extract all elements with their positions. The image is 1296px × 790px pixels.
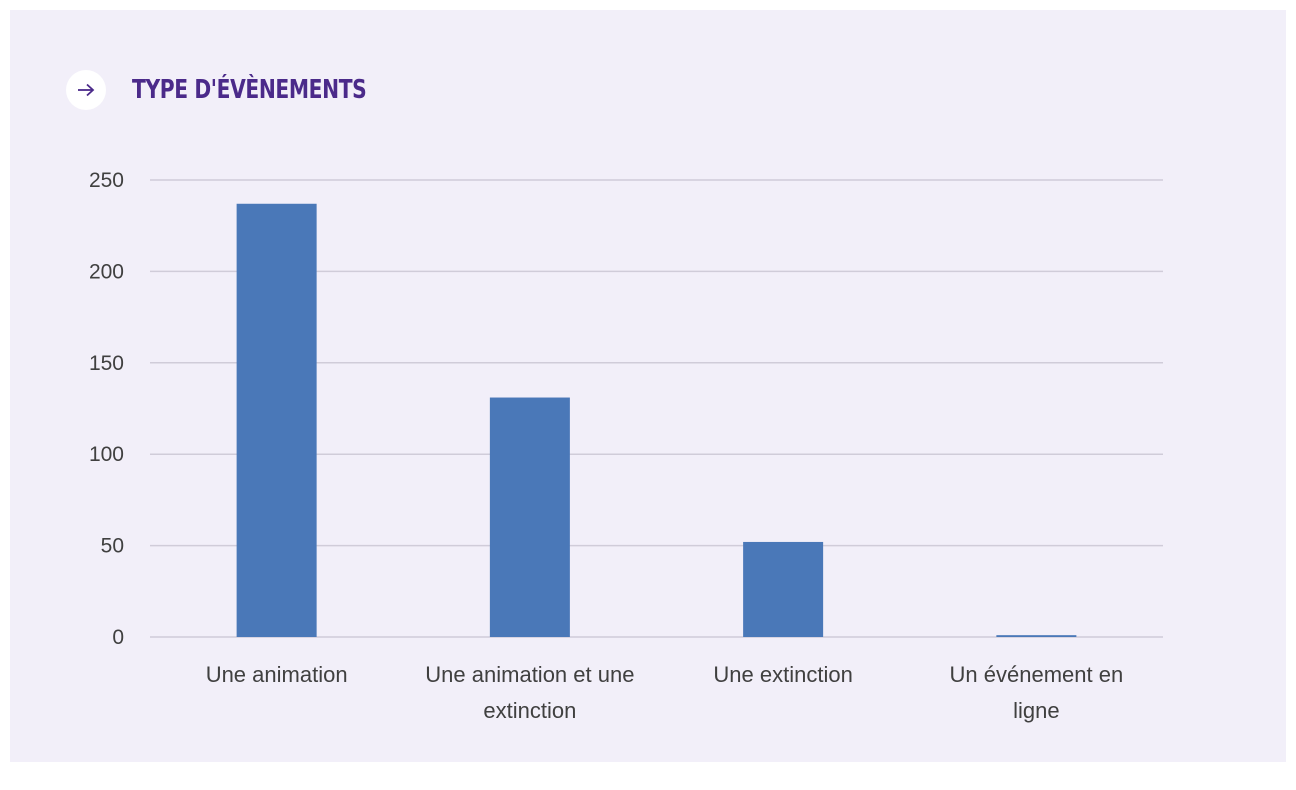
y-tick-label: 150	[89, 352, 124, 375]
x-tick-label: extinction	[483, 698, 576, 723]
bar	[743, 541, 824, 637]
y-tick-label: 0	[112, 626, 124, 649]
x-tick-label: ligne	[1013, 698, 1059, 723]
bar	[996, 635, 1077, 637]
bar	[489, 397, 570, 637]
chart-title: TYPE D'ÉVÈNEMENTS	[132, 75, 367, 105]
y-tick-label: 250	[89, 169, 124, 192]
bar	[236, 203, 317, 637]
arrow-right-icon[interactable]	[66, 70, 106, 110]
x-tick-label: Un événement en	[950, 662, 1124, 687]
y-tick-label: 200	[89, 260, 124, 283]
y-tick-label: 100	[89, 443, 124, 466]
x-tick-label: Une animation	[206, 662, 348, 687]
x-tick-label: Une animation et une	[425, 662, 634, 687]
chart-header: TYPE D'ÉVÈNEMENTS	[66, 70, 433, 110]
x-tick-label: Une extinction	[713, 662, 852, 687]
y-tick-label: 50	[101, 535, 124, 558]
